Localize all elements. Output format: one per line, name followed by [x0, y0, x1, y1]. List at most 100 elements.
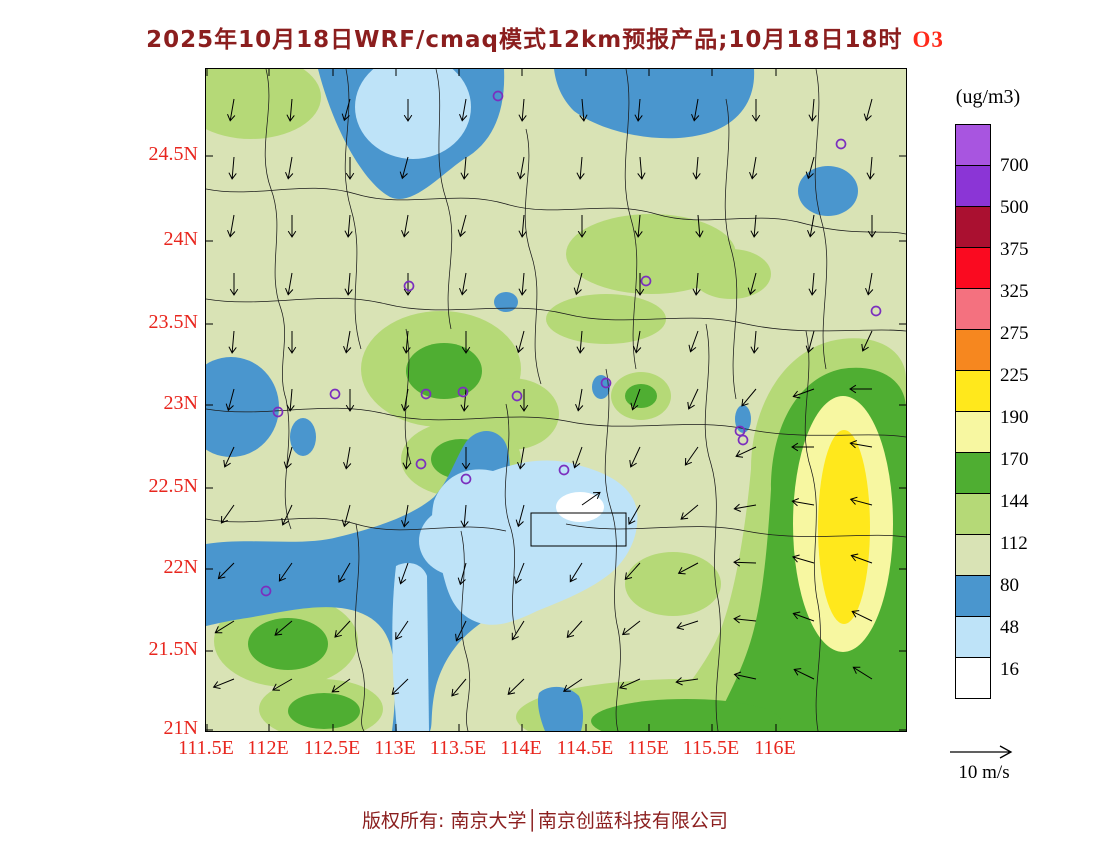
legend-label: 375 [1000, 239, 1029, 260]
wind-arrow [460, 504, 469, 528]
wind-arrow [343, 330, 352, 354]
wind-arrow [401, 388, 410, 412]
boundary-line [704, 323, 721, 731]
legend-label: 170 [1000, 449, 1029, 470]
wind-arrow [688, 330, 699, 353]
legend-cell [955, 247, 991, 289]
legend-cell [955, 370, 991, 412]
lat-tick-label: 24.5N [148, 143, 198, 165]
contour-region [591, 699, 781, 731]
title-text: 2025年10月18日WRF/cmaq模式12km预报产品;10月18日18时 [146, 27, 903, 53]
wind-arrow [624, 562, 641, 580]
lon-tick-label: 113.5E [429, 737, 487, 759]
station-marker [272, 406, 284, 418]
lat-tick-label: 23N [163, 392, 198, 414]
contour-region [798, 166, 858, 216]
legend-cell [955, 452, 991, 494]
wind-arrow [451, 678, 467, 697]
wind-arrow [579, 98, 588, 122]
wind-arrow [805, 156, 815, 180]
station-marker [460, 473, 472, 485]
station-marker [600, 377, 612, 389]
boundary-line [814, 69, 828, 370]
wind-arrow [286, 388, 295, 412]
wind-arrow [457, 562, 467, 586]
wind-arrow [401, 504, 410, 528]
wind-arrow [863, 98, 873, 122]
contour-region [625, 552, 721, 616]
wind-arrow [851, 610, 873, 622]
wind-arrow [849, 496, 873, 506]
wind-arrow [791, 442, 814, 452]
wind-arrow [572, 446, 583, 469]
wind-arrow [733, 558, 757, 567]
legend-cell [955, 534, 991, 576]
wind-scale-arrow-icon [950, 745, 1013, 759]
forecast-map [206, 69, 906, 731]
wind-arrow [629, 446, 641, 468]
wind-arrow [212, 678, 235, 689]
contour-region [206, 357, 279, 457]
wind-arrow [691, 98, 700, 122]
boundary-line [504, 403, 517, 635]
lat-tick-label: 23.5N [148, 311, 198, 333]
legend-label: 700 [1000, 155, 1029, 176]
legend-cell [955, 616, 991, 658]
wind-arrow [518, 272, 527, 296]
boundary-line [460, 530, 471, 731]
wind-arrow [395, 620, 409, 640]
wind-arrow [338, 562, 351, 583]
wind-arrow [634, 98, 643, 122]
wind-arrow [511, 620, 525, 641]
lon-tick-label: 116E [754, 737, 796, 759]
contour-region [818, 430, 870, 624]
station-marker [457, 386, 469, 398]
wind-arrow [514, 562, 525, 585]
wind-arrow [684, 446, 699, 466]
wind-arrow [461, 447, 471, 470]
boundary-line [604, 368, 621, 731]
wind-arrow [576, 330, 585, 354]
wind-arrow [849, 440, 873, 449]
lat-tick-label: 22N [163, 556, 198, 578]
wind-arrow [515, 330, 525, 354]
wind-arrow [227, 98, 236, 122]
wind-arrow [457, 214, 467, 238]
contour-region [625, 384, 657, 408]
wind-arrow [692, 156, 701, 180]
wind-arrow [460, 388, 469, 412]
wind-arrow [285, 272, 294, 296]
wind-arrow [455, 620, 467, 642]
wind-arrow [563, 678, 583, 692]
station-marker [734, 425, 746, 437]
wind-arrow [459, 272, 468, 296]
contour-region [355, 69, 471, 159]
legend-colorbar [955, 124, 991, 699]
wind-arrow [344, 272, 353, 296]
wind-arrow [229, 273, 239, 296]
wind-arrow [345, 389, 355, 412]
wind-arrow [345, 157, 355, 180]
boundary-line [264, 69, 287, 400]
legend-cell [955, 493, 991, 535]
legend-cell [955, 165, 991, 207]
wind-arrow [228, 330, 237, 354]
contour-region [206, 69, 321, 139]
wind-arrow [805, 330, 815, 354]
wind-arrow [865, 272, 874, 296]
station-marker [737, 434, 749, 446]
wind-arrow [331, 678, 351, 693]
wind-arrow [750, 214, 759, 238]
wind-arrow [733, 615, 757, 624]
legend-label: 48 [1000, 617, 1019, 638]
station-marker [260, 585, 272, 597]
station-marker [420, 388, 432, 400]
wind-arrow [576, 156, 585, 180]
wind-arrow [866, 156, 875, 180]
legend-label: 225 [1000, 365, 1029, 386]
wind-arrow [398, 562, 409, 585]
wind-arrow [343, 446, 352, 470]
station-marker [492, 90, 504, 102]
wind-arrow [808, 98, 817, 122]
wind-arrow [402, 446, 411, 470]
